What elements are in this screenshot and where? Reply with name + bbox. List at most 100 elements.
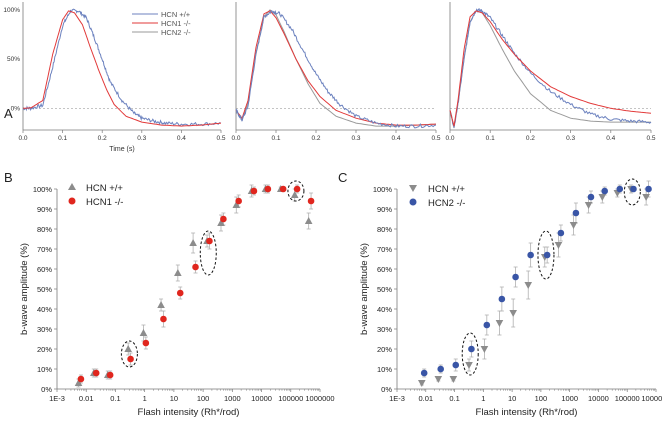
x-tick-label-B: 1000 [224,394,241,403]
x-axis-label-A1: Time (s) [109,146,134,153]
panel-c: 0% 10% 20% 30% 40% 50% 60% 70% 80% 90% 100% 1E-3 0.0… [359,178,662,418]
point-B-series-0 [124,345,132,352]
legend-marker-hcn-wt-b [68,183,76,190]
trace-A3-series-2 [449,10,652,127]
panel-label-c: C [338,170,347,185]
panel-a: 0.0 0.1 0.2 0.3 0.4 0.5 100% 50% 0% Time (s) 0.0 0.… [3,2,656,153]
point-B-series-1 [106,371,114,379]
x-tick-label-C: 0.01 [418,394,433,403]
x-tick-label-B: 1 [143,394,147,403]
x-tick-label-A3: 0.4 [606,135,615,142]
x-tick-label-A3: 0.0 [445,135,454,142]
point-C-series-0 [524,282,533,289]
point-B-series-1 [77,375,85,383]
y-tick-label-B: 30% [37,325,52,334]
x-tick-label-C: 1000000 [641,394,662,403]
y-tick-label-C: 70% [377,245,392,254]
point-C-series-1 [437,365,445,373]
x-tick-label-B: 10000 [251,394,272,403]
x-tick-label-B: 100000 [278,394,303,403]
point-B-series-1 [206,237,213,245]
legend-label-hcn1-ko-b: HCN1 -/- [86,197,123,208]
x-tick-label-C: 10000 [588,394,609,403]
y-tick-label-A1: 100% [3,7,20,14]
point-B-series-1 [192,263,199,271]
x-tick-label-B: 10 [170,394,178,403]
point-B-series-1 [250,187,258,195]
y-tick-label-C: 30% [377,325,392,334]
x-tick-label-A1: 0.3 [137,135,146,142]
y-tick-label-B: 90% [37,205,52,214]
x-tick-label-A2: 0.3 [351,135,360,142]
y-tick-label-B: 50% [37,285,52,294]
point-C-series-0 [434,376,443,383]
trace-A3-series-1 [449,7,652,128]
trace-A1-series-0 [22,8,222,127]
point-C-series-0 [417,380,426,387]
legend-b: HCN +/+ HCN1 -/- [68,183,123,208]
x-tick-label-A3: 0.3 [566,135,575,142]
y-tick-label-B: 40% [37,305,52,314]
y-tick-label-C: 40% [377,305,392,314]
y-axis-label-B: b-wave amplitude (%) [19,243,30,335]
point-C-series-1 [452,361,460,369]
point-C-series-1 [543,251,551,259]
x-tick-label-A1: 0.5 [216,135,225,142]
legend-marker-hcn2-ko-c [409,198,417,206]
point-B-series-1 [264,185,272,193]
x-tick-label-A1: 0.1 [58,135,67,142]
point-B-series-1 [92,369,100,377]
point-B-series-1 [127,355,134,363]
y-tick-label-C: 10% [377,365,392,374]
x-axis-label-C: Flash intensity (Rh*/rod) [476,407,578,418]
point-C-series-0 [554,242,563,249]
point-C-series-0 [495,320,504,327]
x-tick-label-B: 1E-3 [49,394,65,403]
x-tick-label-A2: 0.4 [391,135,400,142]
legend-label-hcn2-ko: HCN2 -/- [161,28,191,37]
point-C-series-0 [480,346,489,353]
x-axis-label-B: Flash intensity (Rh*/rod) [138,407,240,418]
point-C-series-1 [483,321,491,329]
y-tick-label-B: 80% [37,225,52,234]
x-tick-label-A1: 0.4 [177,135,186,142]
trace-A2-series-1 [235,10,437,126]
point-C-series-1 [498,295,506,303]
x-tick-label-C: 1 [481,394,485,403]
point-C-series-1 [630,185,637,193]
point-B-series-1 [307,197,315,205]
point-C-series-0 [465,362,473,369]
y-tick-label-B: 0% [41,385,52,394]
highlight-ellipse-C [623,178,641,206]
y-tick-label-C: 20% [377,345,392,354]
x-tick-label-A2: 0.5 [431,135,440,142]
y-tick-label-C: 80% [377,225,392,234]
point-C-series-1 [512,273,519,281]
legend-label-hcn-wt-b: HCN +/+ [86,183,123,194]
y-tick-label-A1: 50% [7,56,20,63]
point-B-series-0 [189,239,197,246]
point-C-series-0 [449,376,458,383]
trace-A3-series-0 [449,10,651,129]
point-C-series-1 [572,209,580,217]
point-B-series-0 [290,191,299,198]
trace-A2-series-2 [235,9,437,129]
y-tick-label-C: 100% [373,185,393,194]
point-B-series-0 [232,201,241,208]
y-axis-label-C: b-wave amplitude (%) [359,243,370,335]
y-tick-label-C: 90% [377,205,392,214]
point-C-series-1 [468,345,475,353]
y-tick-label-B: 60% [37,265,52,274]
legend-a: HCN +/+ HCN1 -/- HCN2 -/- [132,10,191,37]
point-C-series-1 [557,229,565,237]
x-tick-label-B: 1000000 [305,394,334,403]
legend-marker-hcn-wt-c [409,185,417,192]
point-C-series-1 [420,369,428,377]
x-tick-label-A1: 0.0 [18,135,27,142]
legend-label-hcn-wt: HCN +/+ [161,10,191,19]
point-C-series-1 [616,185,624,193]
point-B-series-0 [139,329,148,336]
x-tick-label-A2: 0.1 [271,135,280,142]
highlight-ellipse-B [287,180,305,202]
